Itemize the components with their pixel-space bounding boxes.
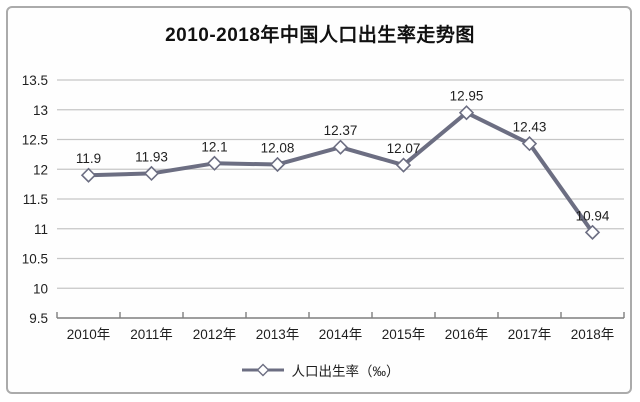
y-axis-tick-label: 10: [33, 281, 48, 296]
x-axis-label: 2018年: [571, 327, 615, 342]
legend-label: 人口出生率（‰）: [291, 364, 400, 379]
x-axis-label: 2016年: [445, 327, 489, 342]
legend: 人口出生率（‰）: [0, 360, 640, 380]
data-point-marker: [521, 136, 538, 152]
y-axis-tick-label: 9.5: [29, 311, 48, 326]
data-label: 12.1: [201, 139, 227, 154]
y-axis-tick-label: 12: [33, 162, 48, 177]
data-point-marker: [80, 167, 97, 183]
data-point-marker: [269, 156, 286, 173]
y-axis-tick-label: 11.5: [23, 192, 48, 207]
data-label: 12.07: [387, 141, 421, 156]
data-label: 10.94: [576, 208, 610, 223]
data-label: 12.37: [324, 123, 358, 138]
x-axis-label: 2014年: [319, 327, 363, 342]
y-axis-tick-label: 13.5: [22, 73, 48, 88]
data-point-marker: [332, 139, 349, 155]
data-label: 11.93: [135, 149, 168, 164]
data-label: 12.95: [450, 89, 484, 104]
chart-title: 2010-2018年中国人口出生率走势图: [165, 25, 475, 46]
y-axis-tick-label: 10.5: [22, 252, 48, 267]
x-axis-label: 2010年: [67, 327, 111, 342]
y-axis-tick-label: 12.5: [22, 133, 48, 148]
x-axis-label: 2011年: [130, 327, 173, 342]
data-label: 12.08: [261, 140, 295, 155]
x-axis-label: 2012年: [193, 327, 237, 342]
data-point-marker: [584, 224, 601, 240]
chart-panel-border: [6, 6, 632, 394]
data-label: 11.9: [76, 151, 101, 166]
data-point-marker: [458, 105, 475, 121]
data-label: 12.43: [513, 120, 547, 135]
legend-line-diamond-icon: [241, 363, 284, 377]
y-axis-tick-label: 11: [34, 222, 48, 237]
x-axis-label: 2013年: [256, 327, 300, 342]
data-point-marker: [395, 157, 412, 173]
x-axis-label: 2017年: [508, 327, 552, 342]
data-point-marker: [143, 165, 160, 182]
data-point-marker: [206, 155, 223, 171]
y-axis-tick-label: 13: [33, 103, 48, 118]
x-axis-label: 2015年: [382, 327, 426, 342]
